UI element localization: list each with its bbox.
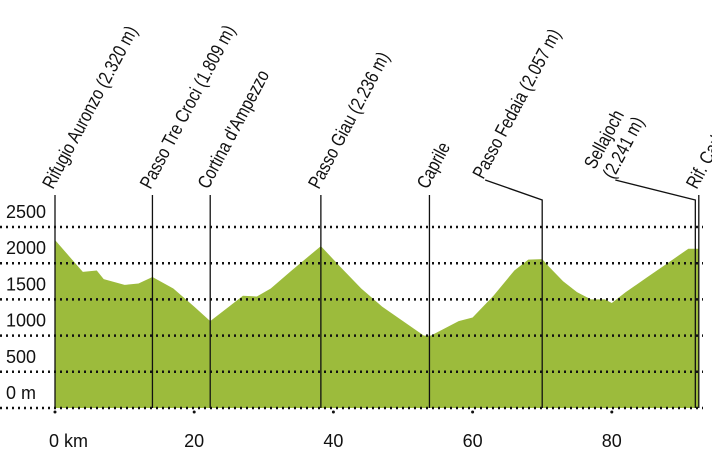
x-tick-mark (53, 410, 57, 414)
elevation-area (55, 240, 699, 408)
y-tick-label: 1000 (6, 311, 46, 331)
y-tick-label: 1500 (6, 274, 46, 294)
x-tick-label: 60 (463, 431, 483, 451)
leader-line (615, 179, 696, 408)
marker-label: Sellajoch(2.241 m) (579, 106, 648, 182)
marker-label-text: Caprile (412, 138, 454, 192)
y-tick-label: 2500 (6, 202, 46, 222)
y-tick-label: 500 (6, 347, 36, 367)
marker-label-text: Passo Giau (2.236 m) (303, 48, 393, 192)
y-tick-label: 2000 (6, 238, 46, 258)
marker-label-text: Rif. Carlo Valentini (681, 69, 712, 192)
x-tick-label: 80 (602, 431, 622, 451)
x-tick-label: 20 (184, 431, 204, 451)
leader-line (484, 179, 543, 408)
x-tick-mark (610, 410, 614, 414)
marker-label-text: Passo Fedaia (2.057 m) (468, 25, 565, 182)
marker-label-text: Rifugio Auronzo (2.320 m) (38, 22, 142, 192)
x-tick-label: 0 km (49, 431, 88, 451)
y-tick-label: 0 m (6, 383, 36, 403)
x-tick-label: 40 (323, 431, 343, 451)
marker-label: Rif. Carlo Valentini (681, 69, 712, 192)
marker-label: Caprile (412, 138, 454, 192)
marker-label: Passo Fedaia (2.057 m) (468, 25, 565, 182)
marker-label: Passo Giau (2.236 m) (303, 48, 393, 192)
x-tick-mark (471, 410, 475, 414)
x-tick-mark (192, 410, 196, 414)
x-tick-mark (331, 410, 335, 414)
marker-label: Rifugio Auronzo (2.320 m) (38, 22, 142, 192)
